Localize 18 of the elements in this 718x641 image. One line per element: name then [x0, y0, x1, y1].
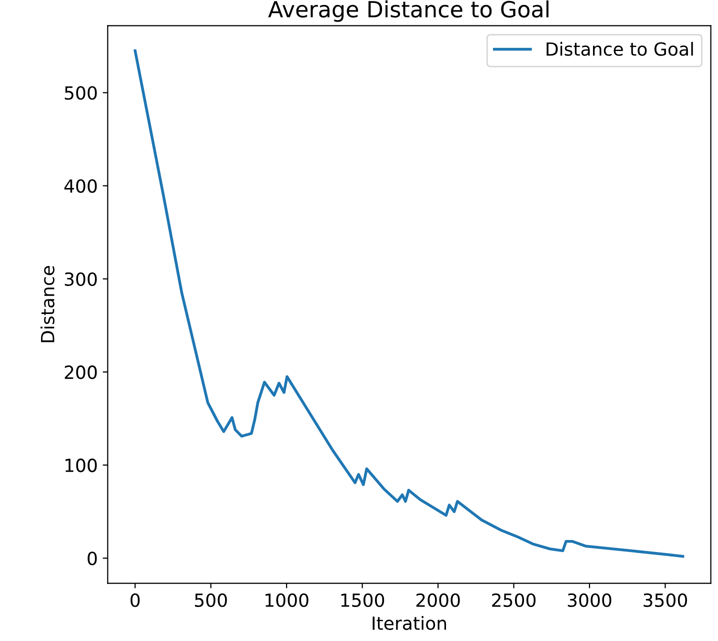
y-tick-label: 300: [64, 272, 97, 286]
x-axis-title: Iteration: [372, 616, 446, 630]
x-tick-label: 1500: [341, 593, 384, 608]
x-tick-label: 2500: [492, 593, 536, 608]
x-tick-label: 0: [130, 593, 140, 608]
y-axis-title: Distance: [40, 266, 54, 342]
legend-label: Distance to Goal: [546, 42, 693, 56]
chart-title: Average Distance to Goal: [268, 0, 548, 22]
x-tick-label: 3000: [568, 593, 612, 608]
x-tick-label: 500: [195, 593, 227, 608]
y-tick-label: 400: [64, 179, 97, 193]
y-tick-label: 200: [64, 365, 97, 380]
x-tick-label: 2000: [416, 593, 460, 608]
y-tick-label: 0: [88, 552, 97, 566]
y-tick-label: 100: [66, 458, 97, 472]
y-tick-label: 500: [64, 86, 97, 100]
x-tick-label: 1000: [266, 593, 308, 608]
x-tick-label: 3500: [644, 593, 688, 608]
